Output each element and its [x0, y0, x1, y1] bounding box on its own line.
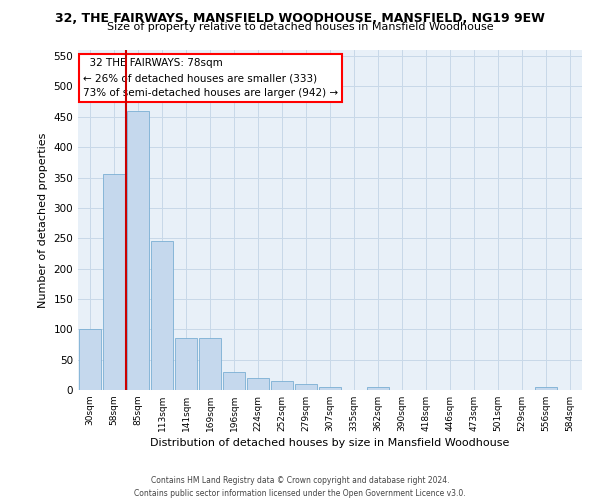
Bar: [295, 384, 317, 390]
Bar: [127, 110, 149, 390]
Bar: [175, 338, 197, 390]
X-axis label: Distribution of detached houses by size in Mansfield Woodhouse: Distribution of detached houses by size …: [151, 438, 509, 448]
Bar: [319, 387, 341, 390]
Text: 32, THE FAIRWAYS, MANSFIELD WOODHOUSE, MANSFIELD, NG19 9EW: 32, THE FAIRWAYS, MANSFIELD WOODHOUSE, M…: [55, 12, 545, 26]
Bar: [199, 338, 221, 390]
Bar: [367, 387, 389, 390]
Text: Size of property relative to detached houses in Mansfield Woodhouse: Size of property relative to detached ho…: [107, 22, 493, 32]
Text: 32 THE FAIRWAYS: 78sqm  
← 26% of detached houses are smaller (333)
73% of semi-: 32 THE FAIRWAYS: 78sqm ← 26% of detached…: [83, 58, 338, 98]
Bar: [223, 372, 245, 390]
Bar: [535, 387, 557, 390]
Bar: [271, 381, 293, 390]
Bar: [151, 242, 173, 390]
Bar: [79, 330, 101, 390]
Bar: [247, 378, 269, 390]
Text: Contains HM Land Registry data © Crown copyright and database right 2024.
Contai: Contains HM Land Registry data © Crown c…: [134, 476, 466, 498]
Y-axis label: Number of detached properties: Number of detached properties: [38, 132, 48, 308]
Bar: [103, 174, 125, 390]
